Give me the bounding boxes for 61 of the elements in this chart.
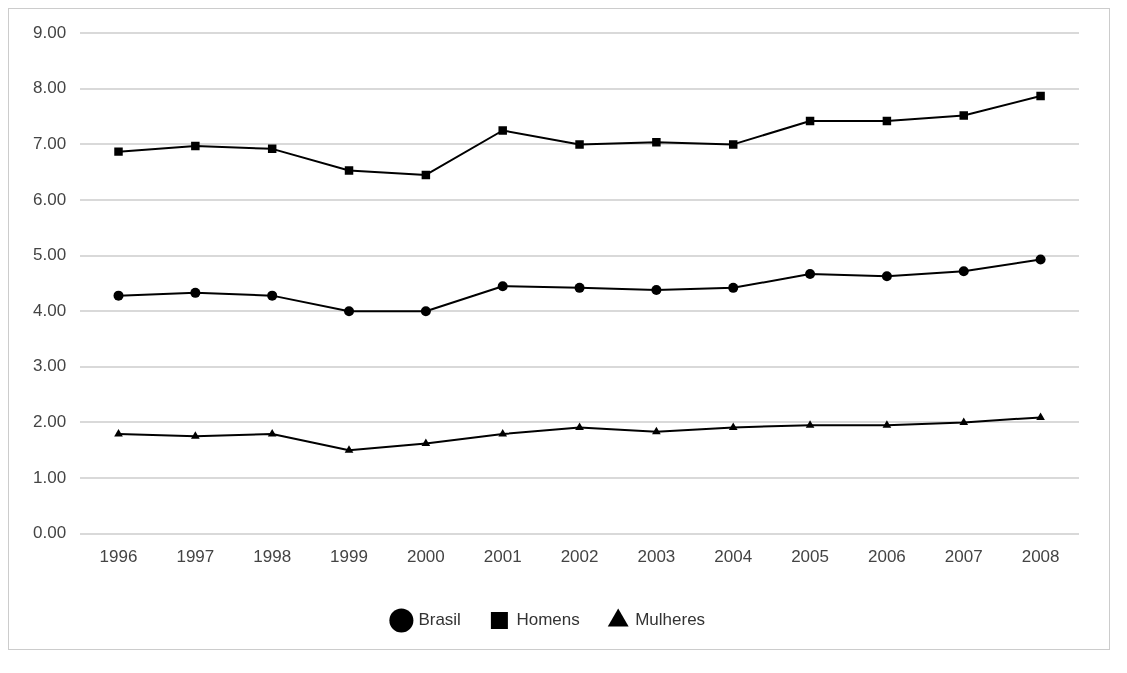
point (574, 282, 585, 293)
point (728, 282, 739, 293)
point (958, 266, 969, 277)
x-tick-label: 2000 (406, 547, 445, 567)
point (1036, 91, 1045, 101)
point (498, 429, 508, 437)
x-tick-label: 1998 (253, 547, 292, 567)
x-tick-label: 2003 (637, 547, 676, 567)
x-tick-label: 2002 (560, 547, 599, 567)
point (652, 426, 661, 435)
x-tick-label: 2006 (867, 547, 906, 567)
point (190, 287, 201, 298)
y-tick-label: 8.00 (32, 78, 67, 98)
point (805, 420, 815, 428)
point (728, 140, 738, 149)
point (113, 290, 124, 301)
point (1036, 412, 1045, 420)
legend-label: Homens (516, 610, 580, 630)
legend-label: Mulheres (635, 610, 706, 630)
point (267, 429, 277, 437)
y-tick-label: 4.00 (32, 300, 67, 320)
point (575, 422, 584, 430)
x-tick-label: 1999 (330, 547, 368, 567)
point (1035, 254, 1046, 265)
x-tick-label: 2005 (791, 547, 829, 567)
x-tick-label: 2004 (714, 547, 753, 567)
point (959, 417, 969, 425)
point (881, 271, 892, 282)
y-tick-label: 3.00 (32, 356, 67, 376)
y-tick-label: 9.00 (32, 22, 67, 42)
y-tick-label: 5.00 (32, 245, 67, 265)
point (191, 141, 200, 151)
y-tick-label: 2.00 (32, 412, 67, 432)
x-tick-label: 1996 (99, 547, 138, 567)
point (575, 140, 584, 149)
x-tick-label: 1997 (176, 547, 215, 567)
point (420, 306, 431, 317)
x-tick-label: 2001 (483, 547, 522, 567)
point (344, 306, 355, 317)
point (959, 111, 968, 120)
point (498, 126, 507, 135)
point (728, 422, 738, 430)
point (267, 290, 278, 301)
point (421, 438, 431, 447)
point (652, 137, 661, 147)
point (344, 445, 354, 453)
point (114, 429, 123, 437)
y-tick-label: 6.00 (32, 189, 67, 209)
y-tick-label: 0.00 (32, 523, 67, 543)
point (805, 268, 816, 279)
point (651, 285, 662, 296)
x-tick-label: 2007 (944, 547, 983, 567)
point (882, 420, 892, 428)
point (497, 281, 508, 292)
x-tick-label: 2008 (1021, 547, 1060, 567)
point (114, 147, 123, 156)
y-tick-label: 7.00 (32, 134, 67, 154)
legend-label: Brasil (418, 610, 461, 630)
point (191, 431, 200, 439)
y-tick-label: 1.00 (32, 467, 67, 487)
point (344, 166, 354, 175)
